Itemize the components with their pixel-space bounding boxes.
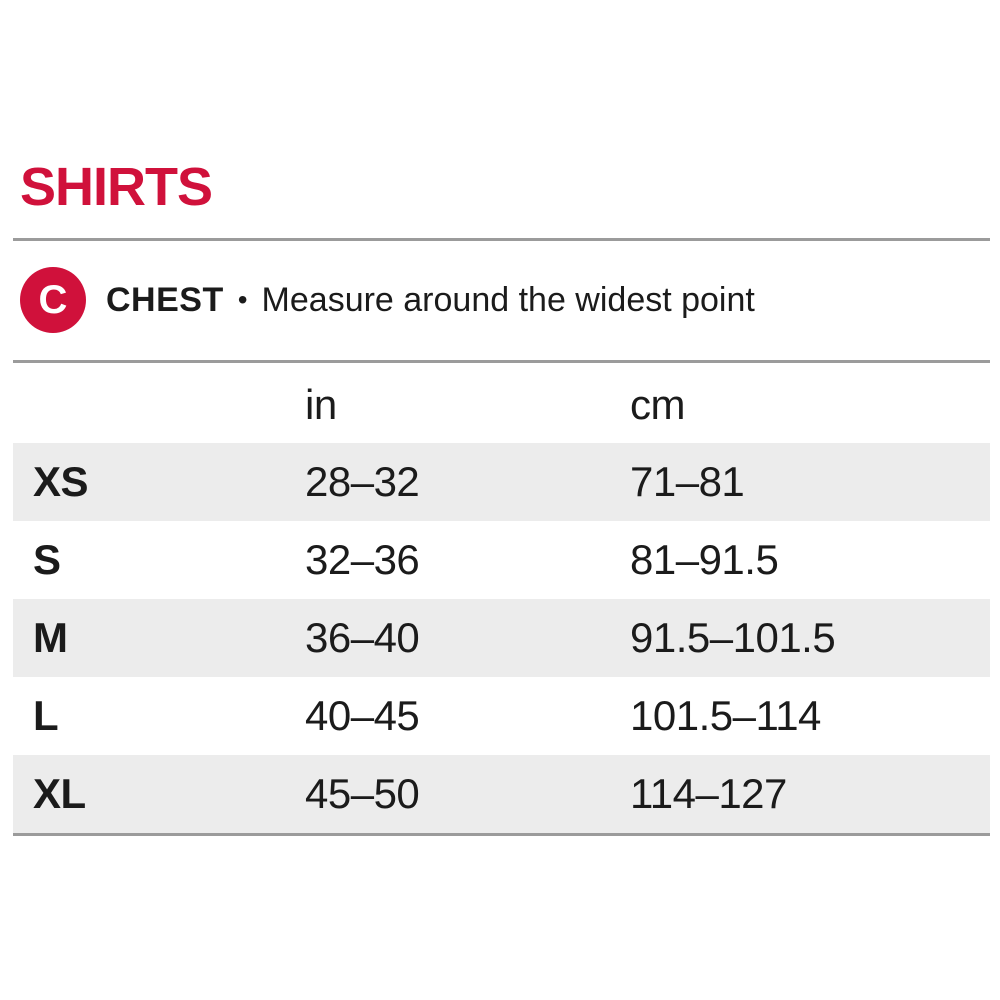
page-title: SHIRTS [20,157,213,217]
size-label: XS [33,458,89,505]
divider-table-top [13,360,990,363]
size-table: in cm XS 28–32 71–81 S 32–36 81–91.5 M 3… [13,363,990,836]
bullet-separator: • [237,284,248,315]
size-label: XL [33,770,86,817]
chest-badge-letter: C [38,277,68,322]
cm-value: 81–91.5 [630,536,779,583]
chest-label: CHEST [106,280,224,319]
header-in-cell: in [305,381,337,428]
cm-value: 91.5–101.5 [630,614,836,661]
size-label: M [33,614,68,661]
table-row-m: M 36–40 91.5–101.5 [13,599,990,677]
divider-top [13,238,990,241]
in-value: 36–40 [305,614,420,661]
in-value: 45–50 [305,770,420,817]
measure-description: Measure around the widest point [261,280,755,319]
size-label: S [33,536,61,583]
table-row-l: L 40–45 101.5–114 [13,677,990,755]
in-value: 32–36 [305,536,420,583]
table-row-s: S 32–36 81–91.5 [13,521,990,599]
divider-table-bottom [13,833,990,836]
in-value: 28–32 [305,458,420,505]
table-row-xl: XL 45–50 114–127 [13,755,990,833]
in-value: 40–45 [305,692,420,739]
table-row-xs: XS 28–32 71–81 [13,443,990,521]
cm-value: 71–81 [630,458,745,505]
cm-value: 114–127 [630,770,787,817]
table-header-row: in cm [13,363,990,443]
header-cm-cell: cm [630,381,686,428]
chest-badge: C [20,267,86,333]
size-chart-sheet: SHIRTS C CHEST • Measure around the wide… [13,0,990,836]
measure-legend: C CHEST • Measure around the widest poin… [13,241,990,360]
measure-text: CHEST • Measure around the widest point [106,281,755,320]
size-label: L [33,692,59,739]
cm-value: 101.5–114 [630,692,821,739]
